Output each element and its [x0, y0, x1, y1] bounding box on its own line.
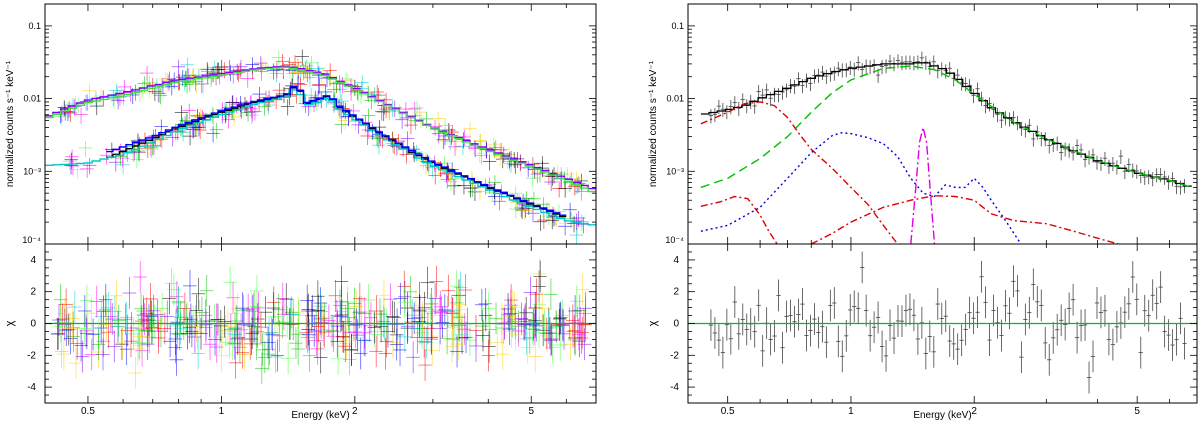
model-line-upper: [45, 66, 596, 193]
y-tick-label-top: 10⁻³: [666, 166, 684, 176]
y-tick-label-bottom: 2: [673, 287, 679, 298]
y-axis-label-bottom: χ: [647, 320, 659, 326]
x-axis-label: Energy (keV): [913, 410, 971, 421]
x-tick-label: 1: [848, 406, 854, 417]
spectrum-plot-area: [700, 51, 1193, 244]
residual-plot-area: [50, 258, 593, 389]
x-tick-label: 0.5: [81, 406, 95, 417]
y-tick-label-bottom: -2: [27, 350, 36, 361]
y-tick-label-bottom: 2: [30, 287, 36, 298]
y-tick-label-bottom: 4: [673, 255, 679, 266]
x-tick-label: 0.5: [721, 406, 735, 417]
panel-frame: [687, 3, 1198, 404]
y-axis-label-bottom: χ: [4, 320, 16, 326]
panel-frame: [44, 3, 597, 404]
y-tick-label-top: 0.1: [28, 21, 41, 31]
residual-plot-area: [708, 251, 1187, 394]
model-component-7: [910, 127, 936, 244]
y-tick-label-bottom: -4: [27, 382, 36, 393]
y-tick-label-bottom: -4: [670, 382, 679, 393]
x-tick-label: 5: [1134, 406, 1140, 417]
y-tick-label-top: 10⁻⁴: [22, 235, 41, 245]
model-component-3: [700, 101, 899, 244]
y-tick-label-top: 10⁻³: [23, 166, 41, 176]
x-tick-label: 5: [528, 406, 534, 417]
model-line-lower: [45, 89, 596, 226]
y-axis-label-top: normalized counts s⁻¹ keV⁻¹: [648, 60, 659, 187]
y-tick-label-top: 10⁻⁴: [665, 235, 684, 245]
panel-left: 0.5 1 2 5 10⁻⁴ 10⁻³ 0.01 0.1 -4 -2 0 2 4 Energy (keV)…: [4, 3, 597, 421]
y-axis-label-top: normalized counts s⁻¹ keV⁻¹: [5, 60, 16, 187]
x-tick-label: 2: [971, 406, 977, 417]
x-tick-label: 1: [219, 406, 225, 417]
panel-right: 0.5 1 2 5 10⁻⁴ 10⁻³ 0.01 0.1 -4 -2 0 2 4 Energy (keV)…: [647, 3, 1198, 421]
model-line-lower: [106, 85, 567, 216]
y-tick-label-top: 0.1: [671, 21, 684, 31]
y-tick-label-bottom: 0: [673, 319, 679, 330]
model-component-2: [700, 65, 1193, 189]
y-tick-label-top: 0.01: [666, 94, 684, 104]
model-component-4: [700, 195, 778, 244]
x-axis-label: Energy (keV): [291, 410, 349, 421]
model-component-5: [810, 195, 1119, 244]
y-tick-label-top: 0.01: [23, 94, 41, 104]
model-component-1: [700, 62, 1192, 187]
y-tick-label-bottom: 0: [30, 319, 36, 330]
model-component-6: [700, 131, 1022, 244]
x-tick-label: 2: [352, 406, 358, 417]
y-tick-label-bottom: -2: [670, 350, 679, 361]
y-tick-label-bottom: 4: [30, 255, 36, 266]
spectrum-plot-area: [45, 49, 596, 244]
